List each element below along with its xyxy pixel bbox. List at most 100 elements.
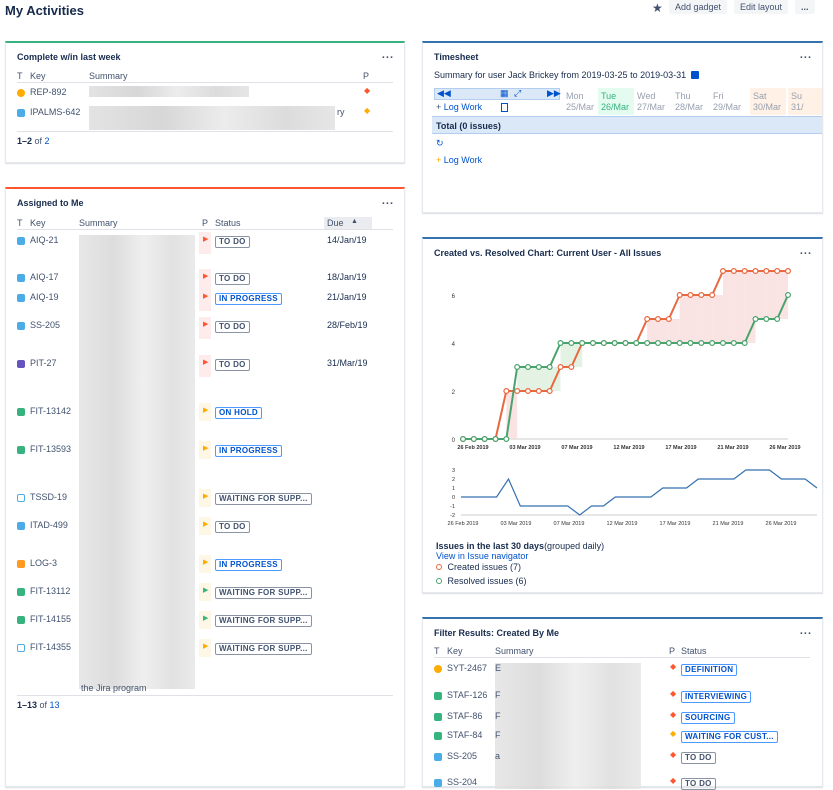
day-date: 28/Mar bbox=[675, 102, 704, 112]
issue-key-link[interactable]: SS-205 bbox=[447, 751, 478, 761]
col-key[interactable]: Key bbox=[30, 218, 46, 228]
pagination-total[interactable]: 2 bbox=[44, 136, 50, 146]
issue-key-link[interactable]: SYT-2467 bbox=[447, 663, 488, 673]
total-row bbox=[432, 116, 822, 134]
gadget-menu-button[interactable]: ... bbox=[381, 195, 394, 207]
issue-key-link[interactable]: IPALMS-642 bbox=[30, 107, 81, 117]
edit-icon[interactable] bbox=[690, 71, 699, 79]
col-p[interactable]: P bbox=[669, 646, 676, 656]
priority-icon: ▶ bbox=[203, 587, 209, 594]
LOG-3issue-key-link[interactable]: LOG-3 bbox=[30, 558, 58, 568]
FIT-14355issue-key-link[interactable]: FIT-14355 bbox=[30, 642, 72, 652]
col-summary[interactable]: Summary bbox=[79, 218, 118, 228]
difference-area bbox=[690, 295, 702, 343]
day-date: 30/Mar bbox=[753, 102, 782, 112]
task-icon bbox=[17, 522, 25, 530]
data-point-resolved bbox=[665, 339, 672, 346]
issue-key-link[interactable]: STAF-84 bbox=[447, 730, 483, 740]
data-point-created bbox=[655, 315, 662, 322]
gadget-menu-button[interactable]: ... bbox=[381, 49, 394, 61]
timesheet-nav-bar bbox=[434, 88, 560, 100]
gadget-menu-button[interactable]: ... bbox=[799, 625, 812, 637]
day-name: Thu bbox=[675, 91, 691, 101]
created-legend-icon bbox=[436, 564, 442, 570]
more-actions-button[interactable]: ... bbox=[795, 0, 815, 14]
edit-layout-button[interactable]: Edit layout bbox=[734, 0, 789, 14]
difference-area bbox=[658, 319, 669, 343]
priority-icon: ▶ bbox=[203, 615, 209, 622]
AIQ-17issue-key-link[interactable]: AIQ-17 bbox=[30, 272, 59, 282]
issue-key-link[interactable]: STAF-126 bbox=[447, 690, 488, 700]
PIT-27issue-key-link[interactable]: PIT-27 bbox=[30, 358, 57, 368]
x-tick-label: 21 Mar 2019 bbox=[713, 521, 744, 527]
col-status[interactable]: Status bbox=[681, 646, 707, 656]
idea-icon bbox=[434, 665, 442, 673]
task-icon bbox=[17, 322, 25, 330]
gadget-title: Created vs. Resolved Chart: Current User… bbox=[434, 248, 662, 258]
FIT-13142issue-key-link[interactable]: FIT-13142 bbox=[30, 406, 72, 416]
x-tick-label: 12 Mar 2019 bbox=[607, 521, 638, 527]
add-gadget-button[interactable]: Add gadget bbox=[669, 0, 728, 14]
pagination-total[interactable]: 13 bbox=[49, 700, 60, 710]
data-point-created bbox=[763, 267, 770, 275]
col-status[interactable]: Status bbox=[215, 218, 241, 228]
bug-orange-icon bbox=[17, 560, 25, 568]
col-summary[interactable]: Summary bbox=[89, 71, 128, 81]
FIT-13593issue-key-link[interactable]: FIT-13593 bbox=[30, 444, 72, 454]
x-tick-label: 26 Mar 2019 bbox=[766, 521, 797, 527]
summary-fragment: a bbox=[495, 751, 501, 761]
issue-key-link[interactable]: SS-204 bbox=[447, 777, 478, 787]
priority-cell bbox=[199, 517, 211, 535]
col-due-sorted[interactable] bbox=[324, 217, 372, 229]
FIT-14155issue-key-link[interactable]: FIT-14155 bbox=[30, 614, 72, 624]
AIQ-19issue-key-link[interactable]: AIQ-19 bbox=[30, 292, 59, 302]
data-point-resolved bbox=[774, 315, 781, 322]
prev-week-button[interactable]: ◀◀ bbox=[437, 88, 451, 98]
difference-area bbox=[777, 271, 788, 319]
col-p[interactable]: P bbox=[202, 218, 209, 228]
col-key[interactable]: Key bbox=[447, 646, 463, 656]
priority-icon: ▶ bbox=[203, 321, 209, 328]
gadget-menu-button[interactable]: ... bbox=[799, 49, 812, 61]
col-key[interactable]: Key bbox=[30, 71, 46, 81]
data-point-created bbox=[514, 387, 521, 394]
TSSD-19issue-key-link[interactable]: TSSD-19 bbox=[30, 492, 68, 502]
issue-key-link[interactable]: STAF-86 bbox=[447, 711, 483, 721]
status-lozenge: IN PROGRESS bbox=[215, 445, 282, 457]
status-lozenge: IN PROGRESS bbox=[215, 293, 282, 305]
priority-cell bbox=[199, 611, 211, 629]
difference-area bbox=[647, 319, 658, 343]
priority-icon: ▶ bbox=[203, 236, 209, 243]
ITAD-499issue-key-link[interactable]: ITAD-499 bbox=[30, 520, 68, 530]
refresh-icon[interactable]: ↻ bbox=[436, 138, 444, 148]
data-point-resolved bbox=[568, 339, 575, 346]
next-week-button[interactable]: ▶▶ bbox=[547, 88, 561, 98]
log-work-link[interactable]: + Log Work bbox=[436, 102, 483, 112]
data-point-resolved bbox=[687, 339, 694, 346]
calendar-icon[interactable]: ▦ bbox=[500, 88, 509, 98]
col-summary[interactable]: Summary bbox=[495, 646, 534, 656]
FIT-13112issue-key-link[interactable]: FIT-13112 bbox=[30, 586, 71, 596]
document-icon[interactable] bbox=[501, 103, 508, 112]
expand-icon[interactable]: ⤢ bbox=[514, 88, 522, 98]
star-icon[interactable]: ★ bbox=[652, 1, 663, 15]
difference-area bbox=[506, 391, 518, 439]
log-work-link-bottom[interactable]: + Log Work bbox=[436, 155, 483, 165]
AIQ-21issue-key-link[interactable]: AIQ-21 bbox=[30, 235, 59, 245]
view-in-navigator-link[interactable]: View in Issue navigator bbox=[436, 551, 529, 561]
summary-redacted bbox=[495, 663, 641, 789]
status-lozenge: TO DO bbox=[215, 273, 250, 285]
task-icon bbox=[434, 753, 442, 761]
col-p[interactable]: P bbox=[363, 71, 370, 81]
issue-key-link[interactable]: REP-892 bbox=[30, 87, 67, 97]
data-point-created bbox=[741, 267, 748, 275]
task-icon bbox=[17, 294, 25, 302]
y-tick-label: 3 bbox=[452, 468, 455, 474]
col-due[interactable]: Due bbox=[327, 218, 344, 228]
gadget-menu-button[interactable]: ... bbox=[799, 245, 812, 257]
status-lozenge: TO DO bbox=[215, 321, 250, 333]
SS-205issue-key-link[interactable]: SS-205 bbox=[30, 320, 61, 330]
legend-created: Created issues (7) bbox=[436, 562, 521, 572]
summary-redacted bbox=[89, 86, 249, 97]
total-label: Total (0 issues) bbox=[436, 121, 501, 131]
